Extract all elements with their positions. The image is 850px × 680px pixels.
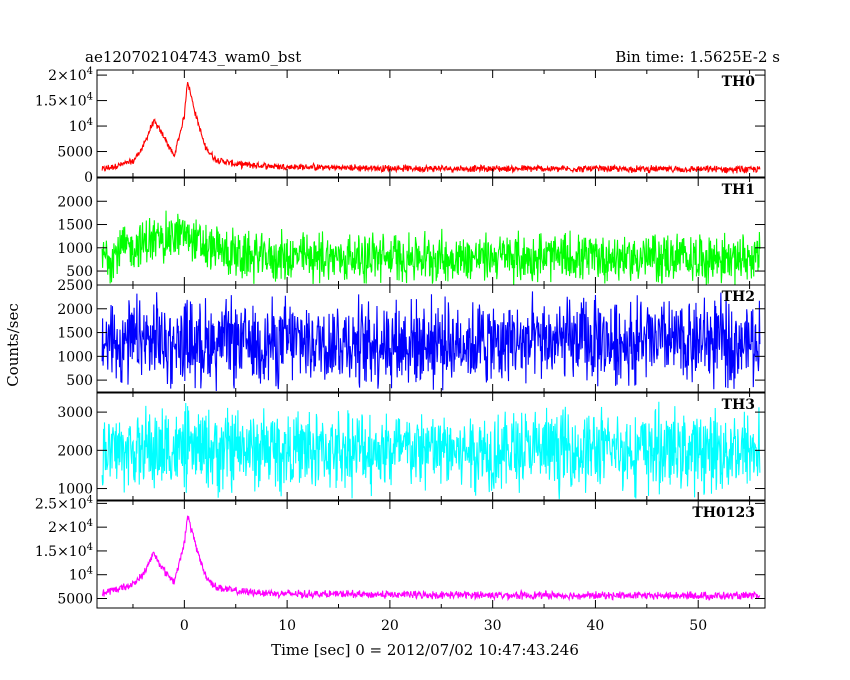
y-tick-label: 2500 <box>57 278 93 294</box>
bin-time-label: Bin time: 1.5625E-2 s <box>615 48 780 66</box>
panel-label: TH0123 <box>692 505 755 521</box>
y-tick-label: 1000 <box>57 241 93 257</box>
y-tick-label: 1.5×104 <box>35 92 93 110</box>
panel-frame <box>96 284 766 393</box>
y-tick-label: 1500 <box>57 326 93 342</box>
series-th3-line <box>101 401 761 500</box>
panel-th0123: 5000 104 1.5×104 2×104 2.5×104 TH0123 <box>35 494 766 609</box>
y-tick-label: 2000 <box>57 443 93 459</box>
chart-title: ae120702104743_wam0_bst <box>85 48 301 66</box>
y-tick-label: 1000 <box>57 349 93 365</box>
y-tick-label: 104 <box>69 117 93 135</box>
y-tick-label: 2.5×104 <box>35 494 93 512</box>
y-tick-label: 2×104 <box>48 66 93 84</box>
panel-frame <box>96 177 766 286</box>
y-tick-label: 5000 <box>57 145 93 161</box>
panel-th3: 1000 2000 3000 TH3 <box>57 392 766 501</box>
panel-frame <box>96 69 766 178</box>
x-tick-label: 20 <box>381 618 399 634</box>
y-tick-label: 2×104 <box>48 518 93 536</box>
series-th2-line <box>101 290 761 391</box>
y-tick-label: 500 <box>66 264 93 280</box>
y-tick-label: 2000 <box>57 194 93 210</box>
x-tick-label: 30 <box>484 618 502 634</box>
y-tick-label: 1.5×104 <box>35 542 93 560</box>
panel-label: TH3 <box>722 397 755 413</box>
y-tick-label: 0 <box>84 170 93 186</box>
y-axis-label: Counts/sec <box>4 303 22 387</box>
x-axis-label: Time [sec] 0 = 2012/07/02 10:47:43.246 <box>271 641 579 659</box>
x-tick-label: 0 <box>180 618 189 634</box>
y-tick-label: 2000 <box>57 302 93 318</box>
panel-label: TH1 <box>722 182 755 198</box>
y-tick-label: 1500 <box>57 218 93 234</box>
x-tick-label: 50 <box>689 618 707 634</box>
panel-th1: 500 1000 1500 2000 TH1 <box>57 177 766 286</box>
x-tick-label: 10 <box>278 618 296 634</box>
panel-frame <box>96 392 766 501</box>
series-th0-line <box>101 81 761 175</box>
series-th0123-line <box>101 515 761 602</box>
panel-th0: 0 5000 104 1.5×104 2×104 TH0 <box>35 66 766 186</box>
panel-label: TH0 <box>722 74 756 90</box>
y-tick-label: 5000 <box>57 591 93 607</box>
series-th1-line <box>101 210 761 285</box>
y-tick-label: 1000 <box>57 482 93 498</box>
panel-frame <box>96 500 766 609</box>
x-tick-label: 40 <box>587 618 605 634</box>
y-tick-label: 3000 <box>57 405 93 421</box>
y-tick-label: 500 <box>66 373 93 389</box>
y-tick-label: 104 <box>69 566 93 584</box>
panel-label: TH2 <box>722 289 755 305</box>
panel-th2: 500 1000 1500 2000 2500 TH2 <box>57 278 766 393</box>
